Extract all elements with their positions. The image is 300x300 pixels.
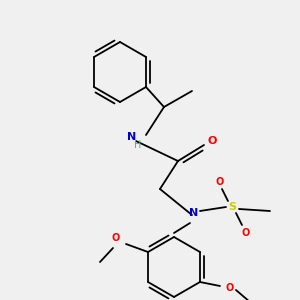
- Text: N: N: [128, 132, 136, 142]
- Text: O: O: [216, 177, 224, 187]
- Text: O: O: [226, 283, 234, 293]
- Text: N: N: [189, 208, 199, 218]
- Text: O: O: [242, 228, 250, 238]
- Text: S: S: [228, 202, 236, 212]
- Text: O: O: [112, 233, 120, 243]
- Text: H: H: [134, 140, 142, 150]
- Text: O: O: [207, 136, 217, 146]
